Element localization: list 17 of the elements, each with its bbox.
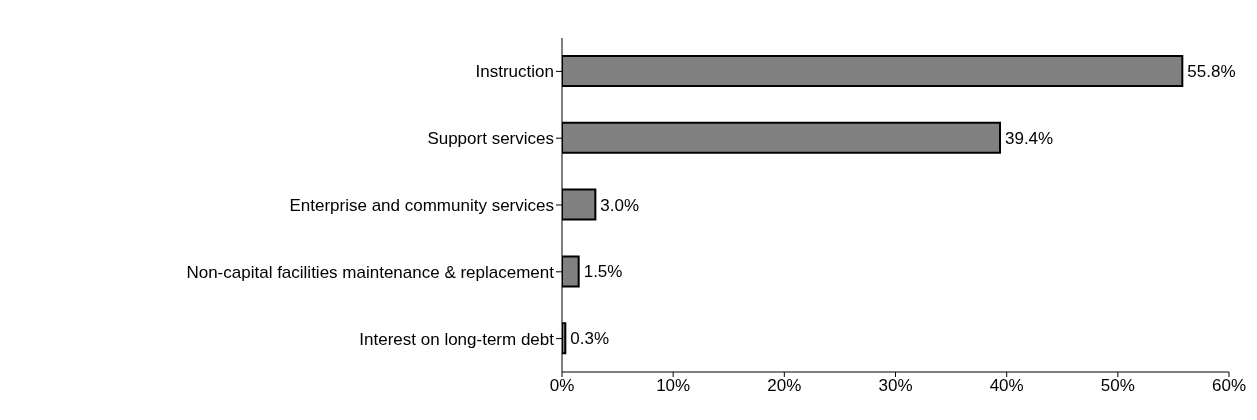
data-label: 1.5% <box>583 262 623 282</box>
data-label: 3.0% <box>600 195 640 215</box>
x-tick-label: 60% <box>1211 376 1247 396</box>
data-label: 55.8% <box>1187 62 1236 82</box>
data-label: 0.3% <box>570 329 610 349</box>
x-tick-label: 50% <box>1100 376 1135 396</box>
x-tick-label: 10% <box>656 376 691 396</box>
x-tick-label: 30% <box>878 376 913 396</box>
y-tick-label: Non-capital facilities maintenance & replacement <box>186 262 555 282</box>
y-tick-label: Instruction <box>475 62 554 82</box>
y-tick-label: Support services <box>427 129 554 149</box>
x-tick-label: 20% <box>767 376 802 396</box>
x-tick-label: 40% <box>989 376 1024 396</box>
x-tick-label: 0% <box>549 376 575 396</box>
y-tick-label: Enterprise and community services <box>289 196 554 216</box>
y-tick-label: Interest on long-term debt <box>359 329 555 349</box>
data-label: 39.4% <box>1005 128 1054 148</box>
